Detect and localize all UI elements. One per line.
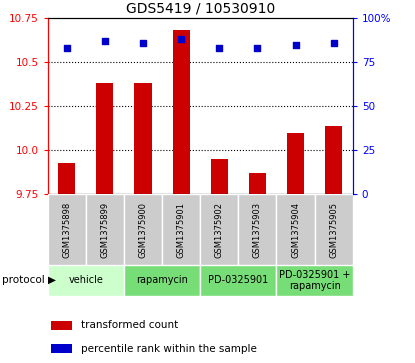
Bar [238, 194, 276, 265]
Text: GSM1375898: GSM1375898 [62, 201, 71, 258]
Bar [200, 194, 238, 265]
Text: GSM1375900: GSM1375900 [139, 201, 148, 258]
Text: PD-0325901: PD-0325901 [208, 276, 269, 285]
Text: transformed count: transformed count [81, 320, 178, 330]
Point [178, 36, 185, 42]
Bar [96, 83, 113, 194]
Text: PD-0325901 +
rapamycin: PD-0325901 + rapamycin [279, 270, 350, 291]
Bar [211, 159, 228, 194]
Point [254, 45, 261, 51]
Point [140, 40, 146, 46]
Point [63, 45, 70, 51]
Text: GSM1375905: GSM1375905 [329, 201, 338, 258]
Bar [162, 194, 200, 265]
Bar [287, 132, 304, 194]
Bar [51, 344, 72, 353]
Bar [134, 83, 151, 194]
Text: vehicle: vehicle [68, 276, 103, 285]
Bar [124, 194, 162, 265]
Bar [48, 194, 86, 265]
Bar [58, 163, 76, 194]
Point [102, 38, 108, 44]
Bar [276, 265, 353, 296]
Bar [48, 265, 124, 296]
Bar [51, 321, 72, 330]
Bar [249, 173, 266, 194]
Text: GSM1375901: GSM1375901 [177, 201, 186, 258]
Point [292, 42, 299, 48]
Text: GSM1375902: GSM1375902 [215, 201, 224, 258]
Text: protocol ▶: protocol ▶ [2, 276, 56, 285]
Text: percentile rank within the sample: percentile rank within the sample [81, 344, 257, 354]
Point [216, 45, 222, 51]
Text: GSM1375904: GSM1375904 [291, 201, 300, 258]
Bar [200, 265, 276, 296]
Bar [86, 194, 124, 265]
Text: rapamycin: rapamycin [136, 276, 188, 285]
Text: GSM1375903: GSM1375903 [253, 201, 262, 258]
Text: GSM1375899: GSM1375899 [100, 201, 110, 258]
Bar [315, 194, 353, 265]
Bar [276, 194, 315, 265]
Point [330, 40, 337, 46]
Bar [325, 126, 342, 194]
Bar [173, 30, 190, 194]
Title: GDS5419 / 10530910: GDS5419 / 10530910 [126, 1, 275, 16]
Bar [124, 265, 200, 296]
